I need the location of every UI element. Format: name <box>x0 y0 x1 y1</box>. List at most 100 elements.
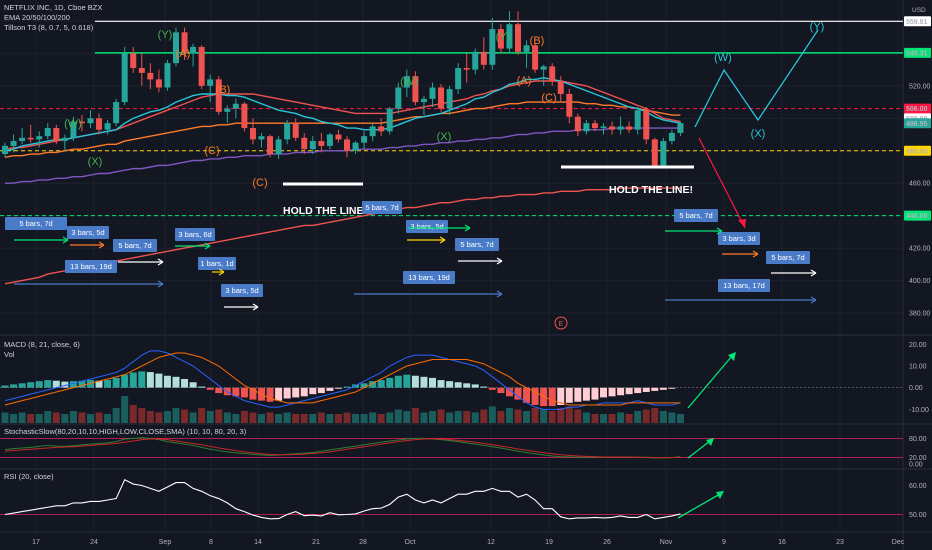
volume-bar <box>582 412 590 423</box>
macd-tick: -10.00 <box>909 407 929 414</box>
macd-histogram-bar <box>206 387 214 390</box>
wave-label: (W) <box>400 76 418 88</box>
time-tick: 21 <box>312 539 320 546</box>
bars-range-box <box>718 279 770 292</box>
candle-body <box>497 29 504 49</box>
volume-bar <box>334 414 342 423</box>
wave-label: (C) <box>204 145 219 157</box>
ema-legend[interactable]: EMA 20/50/100/200 <box>4 13 70 22</box>
time-tick: 8 <box>209 539 213 546</box>
bars-range-box <box>198 257 236 270</box>
macd-pane: 20.00 10.00 0.00 -10.00 <box>0 342 929 423</box>
range-arrow-head <box>204 242 211 250</box>
volume-bar <box>600 414 607 423</box>
wave-label: (X) <box>751 128 766 140</box>
candle-body <box>70 121 77 138</box>
candle-body <box>190 46 197 54</box>
candle-body <box>557 81 564 94</box>
volume-bar <box>121 396 129 423</box>
candle-body <box>215 79 222 112</box>
macd-histogram-bar <box>10 384 18 388</box>
candle-body <box>668 132 675 142</box>
bars-range-box <box>406 220 448 233</box>
candle-body <box>130 53 137 69</box>
candle-body <box>104 123 111 130</box>
wave-label: (Y) <box>810 21 825 33</box>
macd-histogram-bar <box>181 379 189 388</box>
tillson-legend[interactable]: Tillson T3 (8, 0.7, 5, 0.618) <box>4 23 94 32</box>
volume-bar <box>446 412 454 423</box>
candle-body <box>352 142 359 151</box>
macd-histogram-bar <box>471 384 479 388</box>
range-arrow-head <box>157 280 164 288</box>
bars-range-box <box>67 226 109 239</box>
volume-bar <box>497 411 505 423</box>
candle-body <box>617 126 624 130</box>
symbol-title[interactable]: NETFLIX INC, 1D, Cboe BZX <box>4 3 103 12</box>
long-ema-line <box>4 187 681 285</box>
macd-histogram-bar <box>411 375 419 388</box>
candle-body <box>429 87 436 99</box>
volume-bar <box>668 412 676 423</box>
volume-bar <box>480 409 488 423</box>
macd-histogram-bar <box>309 387 317 395</box>
stoch-tick: 0.00 <box>909 462 923 469</box>
macd-histogram-bar <box>249 387 257 400</box>
rsi-line <box>4 478 681 520</box>
volume-bar <box>172 408 180 423</box>
price-tag-label: 496.95 <box>906 121 928 128</box>
volume-bar <box>27 414 35 423</box>
time-tick: Dec <box>892 539 905 546</box>
rsi-legend[interactable]: RSI (20, close) <box>4 472 54 481</box>
stoch-tick: 80.00 <box>909 436 927 443</box>
stoch-legend[interactable]: StochasticSlow(80,20,10,10,HIGH,LOW,CLOS… <box>4 427 247 436</box>
rsi-tick: 60.00 <box>909 483 927 490</box>
volume-bar <box>676 414 684 423</box>
volume-bar <box>505 408 513 423</box>
macd-histogram-bar <box>608 387 616 397</box>
candle-body <box>241 103 248 129</box>
volume-bar <box>258 414 265 423</box>
volume-bar <box>531 408 539 423</box>
macd-histogram-bar <box>104 379 112 388</box>
price-tag <box>904 210 931 221</box>
candle-body <box>361 136 368 143</box>
volume-bar <box>44 411 52 423</box>
macd-histogram-bar <box>668 387 676 389</box>
candle-body <box>506 24 513 49</box>
candle-body <box>463 68 470 70</box>
macd-histogram-bar <box>454 382 462 388</box>
candle-body <box>138 68 145 73</box>
rsi-tick: 50.00 <box>909 512 927 519</box>
range-arrow-head <box>218 268 225 276</box>
ema50-line <box>4 80 681 150</box>
macd-histogram-bar <box>275 387 283 401</box>
wave-label: (B) <box>216 84 231 96</box>
candle-body <box>61 137 68 142</box>
price-tick: 380.00 <box>909 311 931 318</box>
macd-histogram-bar <box>129 372 137 388</box>
wave-label: (Y) <box>496 31 511 43</box>
bars-range-box <box>65 260 117 273</box>
vol-legend[interactable]: Vol <box>4 350 15 359</box>
volume-bar <box>514 409 522 423</box>
ema20-line <box>4 77 681 152</box>
volume-bar <box>189 412 197 423</box>
volume-bar <box>232 414 240 423</box>
macd-histogram-bar <box>232 387 240 397</box>
candle-body <box>609 126 616 130</box>
macd-histogram-bar <box>591 387 599 400</box>
macd-legend[interactable]: MACD (8, 21, close, 6) <box>4 340 80 349</box>
candle-body <box>369 126 376 137</box>
volume-bar <box>112 408 120 423</box>
volume-bar <box>411 408 419 423</box>
time-tick: 14 <box>254 539 262 546</box>
macd-histogram-bar <box>659 387 667 390</box>
candle-body <box>267 136 274 155</box>
macd-histogram-bar <box>651 387 659 391</box>
macd-histogram-bar <box>386 377 394 388</box>
price-tag-label: 506.00 <box>906 106 928 113</box>
candle-body <box>121 53 128 103</box>
